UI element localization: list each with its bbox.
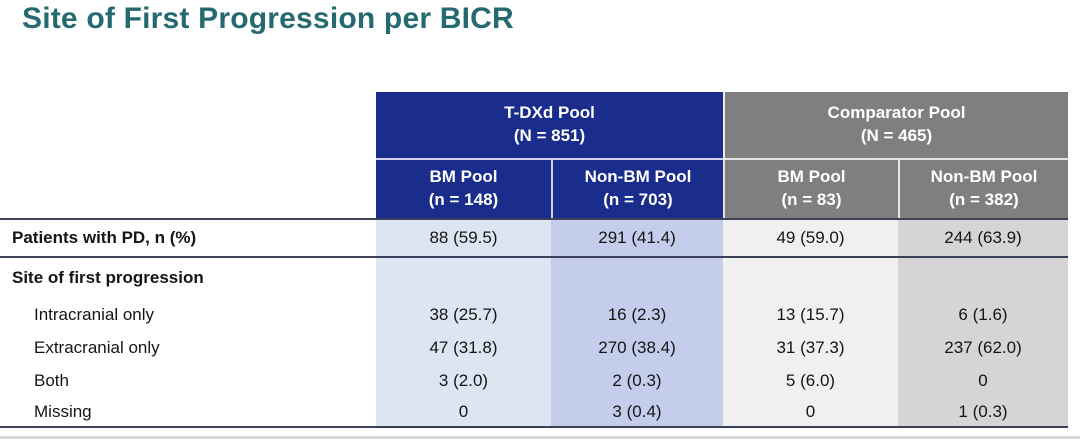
cell-nonbm-tdxd: 270 (38.4): [551, 331, 723, 364]
table-row: Intracranial only 38 (25.7) 16 (2.3) 13 …: [0, 298, 1068, 331]
column-label: Non-BM Pool: [584, 167, 692, 187]
col-header-bm-pool-comparator: BM Pool (n = 83): [723, 158, 898, 218]
group-label: T-DXd Pool: [504, 103, 595, 123]
row-label: Missing: [0, 397, 376, 426]
cell-bm-comparator: 5 (6.0): [723, 364, 898, 397]
col-header-nonbm-pool-tdxd: Non-BM Pool (n = 703): [551, 158, 723, 218]
col-group-comparator-pool: Comparator Pool (N = 465): [723, 92, 1068, 158]
row-label: Site of first progression: [0, 258, 376, 298]
cell-nonbm-tdxd: 16 (2.3): [551, 298, 723, 331]
column-n: (n = 382): [949, 190, 1019, 209]
cell-nonbm-tdxd: [551, 258, 723, 298]
cell-bm-comparator: 49 (59.0): [723, 220, 898, 256]
cell-bm-comparator: 13 (15.7): [723, 298, 898, 331]
header-group-spacer: [0, 92, 376, 158]
cell-bm-tdxd: 3 (2.0): [376, 364, 551, 397]
table-body: Patients with PD, n (%) 88 (59.5) 291 (4…: [0, 218, 1068, 428]
cell-nonbm-tdxd: 2 (0.3): [551, 364, 723, 397]
cell-bm-tdxd: 88 (59.5): [376, 220, 551, 256]
table-row: Extracranial only 47 (31.8) 270 (38.4) 3…: [0, 331, 1068, 364]
subheader-spacer: [0, 158, 376, 218]
cell-bm-tdxd: 38 (25.7): [376, 298, 551, 331]
row-label: Both: [0, 364, 376, 397]
group-n: (N = 851): [513, 126, 586, 145]
column-n: (n = 703): [603, 190, 673, 209]
cell-bm-comparator: [723, 258, 898, 298]
cell-nonbm-comparator: 6 (1.6): [898, 298, 1068, 331]
cell-nonbm-comparator: 1 (0.3): [898, 397, 1068, 426]
table-row: Both 3 (2.0) 2 (0.3) 5 (6.0) 0: [0, 364, 1068, 397]
cell-nonbm-tdxd: 291 (41.4): [551, 220, 723, 256]
row-label: Patients with PD, n (%): [0, 220, 376, 256]
table-row: Patients with PD, n (%) 88 (59.5) 291 (4…: [0, 220, 1068, 258]
page-title: Site of First Progression per BICR: [22, 2, 514, 35]
column-n: (n = 83): [781, 190, 842, 209]
column-n: (n = 148): [428, 190, 499, 209]
column-label: Non-BM Pool: [930, 167, 1038, 187]
row-label: Extracranial only: [0, 331, 376, 364]
cell-nonbm-tdxd: 3 (0.4): [551, 397, 723, 426]
column-label: BM Pool: [777, 167, 846, 187]
cell-bm-comparator: 0: [723, 397, 898, 426]
bottom-edge-band: [0, 436, 1080, 439]
row-label: Intracranial only: [0, 298, 376, 331]
cell-nonbm-comparator: 237 (62.0): [898, 331, 1068, 364]
header-subcolumn-row: BM Pool (n = 148) Non-BM Pool (n = 703) …: [0, 158, 1068, 218]
col-group-tdxd-pool: T-DXd Pool (N = 851): [376, 92, 723, 158]
cell-bm-comparator: 31 (37.3): [723, 331, 898, 364]
col-header-bm-pool-tdxd: BM Pool (n = 148): [376, 158, 551, 218]
cell-nonbm-comparator: 0: [898, 364, 1068, 397]
table-row: Site of first progression: [0, 258, 1068, 298]
group-label: Comparator Pool: [827, 103, 966, 123]
cell-bm-tdxd: 0: [376, 397, 551, 426]
progression-table: T-DXd Pool (N = 851) Comparator Pool (N …: [0, 92, 1068, 428]
table-row: Missing 0 3 (0.4) 0 1 (0.3): [0, 397, 1068, 426]
col-header-nonbm-pool-comparator: Non-BM Pool (n = 382): [898, 158, 1068, 218]
header-group-row: T-DXd Pool (N = 851) Comparator Pool (N …: [0, 92, 1068, 158]
cell-bm-tdxd: 47 (31.8): [376, 331, 551, 364]
cell-bm-tdxd: [376, 258, 551, 298]
cell-nonbm-comparator: [898, 258, 1068, 298]
group-n: (N = 465): [860, 126, 933, 145]
cell-nonbm-comparator: 244 (63.9): [898, 220, 1068, 256]
column-label: BM Pool: [429, 167, 498, 187]
